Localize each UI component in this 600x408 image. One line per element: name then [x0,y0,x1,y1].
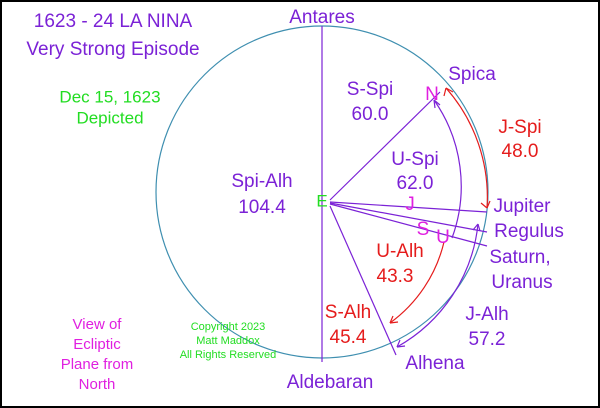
angle-value: 62.0 [397,173,434,194]
arrow [433,99,441,109]
line [329,201,488,213]
planet-label: Uranus [491,272,552,293]
arc [396,223,479,348]
date: Depicted [76,108,143,127]
view-note: Ecliptic [73,336,121,353]
marker: S [417,219,430,240]
angle-name: Spi-Alh [231,171,292,192]
angle-name: J-Spi [498,117,541,138]
sight-lines [329,91,488,356]
line [329,205,397,356]
star-label: Spica [448,64,496,85]
arc [445,87,488,209]
view-note: North [79,376,116,393]
planet-label: Saturn, [489,247,550,268]
title: 1623 - 24 LA NINA [34,11,193,32]
title: Very Strong Episode [26,39,199,60]
marker: J [405,194,415,215]
angle-value: 45.4 [330,327,367,348]
arrow [396,223,481,348]
copyright: Matt Maddox [196,335,260,347]
angle-name: S-Alh [325,302,371,323]
line [329,91,441,201]
angle-name: S-Spi [347,79,393,100]
line [329,202,488,233]
line [329,203,488,247]
angle-value: 60.0 [352,104,389,125]
star-label: Alhena [405,353,465,374]
angle-value: 43.3 [377,266,414,287]
arrow [443,87,491,209]
arc [433,99,462,239]
angle-name: U-Alh [376,241,424,262]
angle-name: J-Alh [465,304,508,325]
star-label: Aldebaran [287,372,374,393]
view-note: Plane from [61,356,134,373]
copyright: All Rights Reserved [180,349,277,361]
view-note: View of [73,316,123,333]
angle-value: 57.2 [469,329,506,350]
marker: U [436,227,450,248]
copyright: Copyright 2023 [191,321,266,333]
planet-label: Jupiter [493,196,551,217]
angle-value: 104.4 [238,197,286,218]
star-label: Antares [289,7,354,28]
marker: N [425,84,439,105]
angle-name: U-Spi [391,149,439,170]
arcs [389,87,491,348]
date: Dec 15, 1623 [59,87,160,106]
center-label: E [316,191,327,210]
planet-label: Regulus [494,221,564,242]
arc [389,241,445,324]
angle-value: 48.0 [502,141,539,162]
arrow [389,315,399,324]
